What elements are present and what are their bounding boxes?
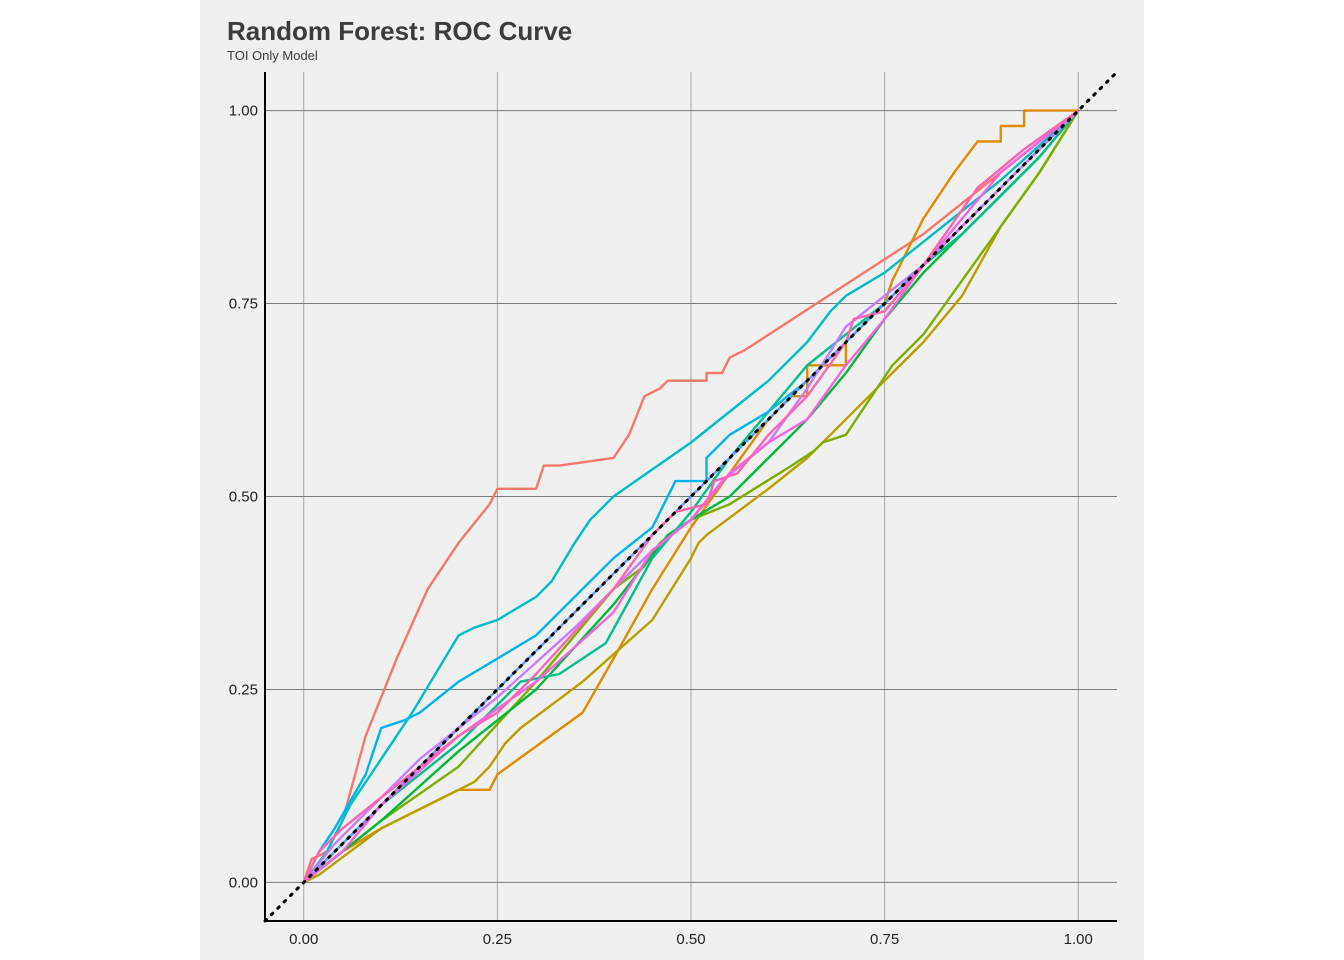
- reference-layer: [263, 70, 1119, 923]
- roc-series-3: [303, 109, 1080, 884]
- grid-layer: [265, 72, 1117, 921]
- chart-panel: Random Forest: ROC Curve TOI Only Model …: [200, 0, 1144, 960]
- y-tick-label: 0.50: [229, 489, 258, 506]
- x-tick-label: 1.00: [1064, 931, 1093, 948]
- y-tick-label: 0.75: [229, 296, 258, 313]
- x-tick-label: 0.25: [483, 931, 512, 948]
- x-tick-label: 0.50: [676, 931, 705, 948]
- diagonal-reference-line: [263, 70, 1119, 923]
- roc-series-1: [302, 109, 1080, 883]
- roc-series-7: [302, 109, 1080, 884]
- tick-label-layer: 0.00 0.25 0.50 0.75 1.00 0.00 0.25 0.50 0.75 1.00: [229, 103, 1093, 948]
- x-tick-label: 0.75: [870, 931, 899, 948]
- x-tick-label: 0.00: [289, 931, 318, 948]
- y-tick-label: 1.00: [229, 103, 258, 120]
- y-tick-label: 0.00: [229, 874, 258, 891]
- axis-layer: [264, 72, 1117, 922]
- chart-subtitle: TOI Only Model: [227, 48, 318, 63]
- roc-series-6: [302, 109, 1080, 884]
- y-tick-label: 0.25: [229, 681, 258, 698]
- roc-plot: 0.00 0.25 0.50 0.75 1.00 0.00 0.25 0.50 0.75 1.00: [229, 70, 1119, 948]
- chart-title: Random Forest: ROC Curve: [227, 16, 573, 46]
- roc-series-4: [302, 109, 1080, 884]
